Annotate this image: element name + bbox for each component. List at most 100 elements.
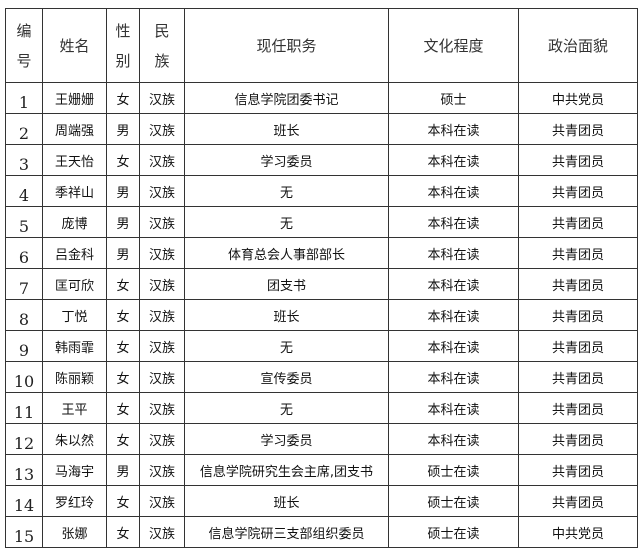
cell-number: 4: [5, 175, 43, 207]
cell-gender: 男: [106, 175, 140, 207]
cell-education: 本科在读: [388, 206, 519, 238]
cell-political: 共青团员: [518, 361, 638, 393]
cell-name: 韩雨霏: [42, 330, 107, 362]
cell-political: 共青团员: [518, 423, 638, 455]
cell-ethnicity: 汉族: [139, 82, 185, 114]
cell-ethnicity: 汉族: [139, 361, 185, 393]
header-ethnicity: 民族: [139, 8, 185, 83]
cell-number: 3: [5, 144, 43, 176]
table-row: 14 罗红玲女汉族 班长 硕士在读 共青团员: [5, 485, 638, 517]
cell-position: 信息学院研三支部组织委员: [184, 516, 389, 548]
table-row: 12 朱以然女汉族 学习委员 本科在读 共青团员: [5, 423, 638, 455]
table-row: 15 张娜女汉族 信息学院研三支部组织委员 硕士在读 中共党员: [5, 516, 638, 548]
table-row: 2 周端强男汉族 班长 本科在读 共青团员: [5, 113, 638, 145]
cell-education: 本科在读: [388, 144, 519, 176]
cell-ethnicity: 汉族: [139, 144, 185, 176]
cell-education: 本科在读: [388, 392, 519, 424]
cell-gender: 女: [106, 144, 140, 176]
cell-ethnicity: 汉族: [139, 175, 185, 207]
table-row: 7 匡可欣女汉族 团支书 本科在读 共青团员: [5, 268, 638, 300]
table-row: 4 季祥山男汉族无本科在读 共青团员: [5, 175, 638, 207]
cell-name: 季祥山: [42, 175, 107, 207]
cell-education: 硕士在读: [388, 516, 519, 548]
cell-education: 本科在读: [388, 361, 519, 393]
cell-gender: 男: [106, 237, 140, 269]
table-row: 5 庞博男汉族无本科在读 共青团员: [5, 206, 638, 238]
cell-political: 共青团员: [518, 330, 638, 362]
cell-position: 信息学院团委书记: [184, 82, 389, 114]
cell-education: 硕士在读: [388, 454, 519, 486]
table-row: 8 丁悦女汉族 班长 本科在读 共青团员: [5, 299, 638, 331]
cell-ethnicity: 汉族: [139, 206, 185, 238]
cell-gender: 女: [106, 82, 140, 114]
cell-education: 硕士: [388, 82, 519, 114]
header-education: 文化程度: [388, 8, 519, 83]
cell-ethnicity: 汉族: [139, 268, 185, 300]
cell-number: 11: [5, 392, 43, 424]
cell-gender: 女: [106, 423, 140, 455]
table-row: 1 王姗姗女汉族 信息学院团委书记 硕士 中共党员: [5, 82, 638, 114]
cell-name: 张娜: [42, 516, 107, 548]
cell-name: 周端强: [42, 113, 107, 145]
cell-ethnicity: 汉族: [139, 330, 185, 362]
cell-number: 8: [5, 299, 43, 331]
cell-education: 本科在读: [388, 268, 519, 300]
header-number-line2: 号: [16, 51, 32, 70]
cell-political: 共青团员: [518, 485, 638, 517]
cell-gender: 女: [106, 299, 140, 331]
cell-position: 班长: [184, 485, 389, 517]
cell-gender: 女: [106, 268, 140, 300]
cell-number: 5: [5, 206, 43, 238]
cell-gender: 女: [106, 361, 140, 393]
cell-gender: 女: [106, 516, 140, 548]
cell-education: 本科在读: [388, 113, 519, 145]
cell-ethnicity: 汉族: [139, 237, 185, 269]
cell-number: 7: [5, 268, 43, 300]
cell-number: 6: [5, 237, 43, 269]
cell-number: 13: [5, 454, 43, 486]
cell-ethnicity: 汉族: [139, 392, 185, 424]
cell-number: 12: [5, 423, 43, 455]
cell-position: 无: [184, 330, 389, 362]
cell-number: 2: [5, 113, 43, 145]
cell-gender: 女: [106, 330, 140, 362]
header-gender-line1: 性: [115, 21, 131, 40]
cell-ethnicity: 汉族: [139, 454, 185, 486]
cell-ethnicity: 汉族: [139, 485, 185, 517]
cell-political: 共青团员: [518, 454, 638, 486]
header-number: 编号: [5, 8, 43, 83]
table-row: 9 韩雨霏女汉族无本科在读 共青团员: [5, 330, 638, 362]
cell-political: 共青团员: [518, 175, 638, 207]
table-row: 11 王平女汉族无本科在读 共青团员: [5, 392, 638, 424]
cell-political: 共青团员: [518, 237, 638, 269]
cell-education: 本科在读: [388, 423, 519, 455]
cell-position: 班长: [184, 299, 389, 331]
cell-number: 9: [5, 330, 43, 362]
cell-name: 王平: [42, 392, 107, 424]
header-number-line1: 编: [16, 21, 32, 40]
cell-gender: 男: [106, 206, 140, 238]
cell-education: 本科在读: [388, 299, 519, 331]
cell-political: 共青团员: [518, 113, 638, 145]
cell-ethnicity: 汉族: [139, 423, 185, 455]
cell-political: 共青团员: [518, 268, 638, 300]
cell-political: 中共党员: [518, 516, 638, 548]
cell-name: 马海宇: [42, 454, 107, 486]
cell-name: 庞博: [42, 206, 107, 238]
cell-number: 1: [5, 82, 43, 114]
cell-position: 体育总会人事部部长: [184, 237, 389, 269]
cell-position: 无: [184, 392, 389, 424]
table-row: 6 吕金科男汉族 体育总会人事部部长 本科在读 共青团员: [5, 237, 638, 269]
cell-political: 共青团员: [518, 392, 638, 424]
header-ethnicity-line1: 民: [154, 21, 170, 40]
cell-position: 宣传委员: [184, 361, 389, 393]
table-row: 3 王天怡女汉族 学习委员 本科在读 共青团员: [5, 144, 638, 176]
header-position: 现任职务: [184, 8, 389, 83]
cell-education: 硕士在读: [388, 485, 519, 517]
cell-gender: 男: [106, 454, 140, 486]
cell-ethnicity: 汉族: [139, 113, 185, 145]
member-table: 编号 姓名 性别 民族 现任职务 文化程度 政治面貌 1 王姗姗女汉族 信息学院团委…: [5, 8, 638, 548]
cell-name: 王天怡: [42, 144, 107, 176]
cell-position: 无: [184, 175, 389, 207]
header-gender: 性别: [106, 8, 140, 83]
